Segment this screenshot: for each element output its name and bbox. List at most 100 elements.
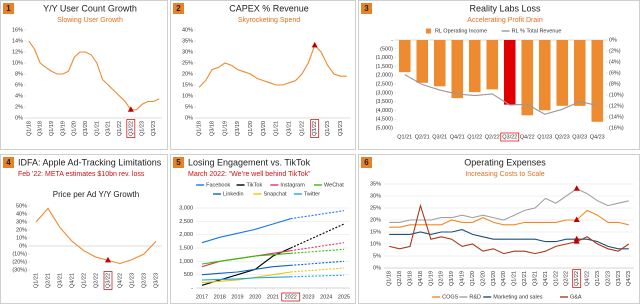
highlight-box — [103, 271, 113, 290]
bar — [591, 40, 604, 122]
x-tick-label: Q3/19 — [60, 121, 66, 136]
y-tick-label: 20% — [182, 71, 193, 77]
y-tick-label: - — [191, 285, 193, 291]
y-tick-label: 15% — [182, 82, 193, 88]
badge — [173, 3, 184, 14]
x-tick-label: Q3/20 — [261, 121, 267, 136]
y-tick-label: (1,500) — [376, 64, 394, 70]
y-tick-label: 10% — [370, 241, 381, 247]
x-tick-label: Q3/22 — [574, 271, 580, 286]
y-tick-label: (3,000) — [376, 90, 394, 96]
y-tick-label: (500) — [380, 46, 393, 52]
bar — [468, 40, 481, 93]
badge — [173, 157, 184, 168]
legend-swatch — [425, 28, 431, 34]
x-tick-label: Q2/23 — [605, 271, 611, 286]
x-tick-label: Q1/21 — [33, 273, 39, 288]
x-tick-label: Q1/21 — [94, 121, 100, 136]
x-tick-label: Q4/22 — [585, 271, 591, 286]
series-line — [290, 260, 345, 266]
y-tick-label: 12% — [12, 49, 23, 55]
x-tick-label: Q1/19 — [222, 121, 228, 136]
x-tick-label: Q1/18 — [387, 271, 393, 286]
x-tick-label: Q4/19 — [460, 271, 466, 286]
series-line — [28, 40, 160, 111]
x-tick-label: 2017 — [196, 294, 208, 300]
chart-subtitle: Skyrocketing Spend — [238, 17, 300, 24]
chart-subtitle: Increasing Costs to Scale — [465, 171, 544, 178]
bar — [538, 40, 551, 111]
x-tick-label: Q1/18 — [197, 121, 203, 136]
y-tick-label: 2,000 — [179, 232, 193, 238]
x-tick-label: Q1/22 — [81, 273, 87, 288]
series-line — [290, 267, 345, 273]
y-tick-label: 0% — [19, 243, 27, 249]
y-tick-label: (5,000) — [376, 125, 394, 131]
y-tick-label: (4,500) — [376, 117, 394, 123]
y-tick-label: 15% — [370, 229, 381, 235]
bar — [573, 40, 586, 106]
y-tick-label: - — [391, 37, 393, 43]
y-tick-label: 10% — [12, 60, 23, 66]
y2-tick-label: (6%) — [609, 70, 621, 76]
series-line — [389, 209, 629, 228]
highlight-box — [281, 292, 301, 302]
x-tick-label: Q3/19 — [449, 271, 455, 286]
x-tick-label: 2019 — [231, 294, 243, 300]
y-tick-label: 0% — [373, 265, 381, 271]
chart-title: Reality Labs Loss — [469, 3, 541, 13]
y-tick-label: 2% — [15, 104, 23, 110]
highlight-marker — [573, 216, 580, 222]
series-line — [290, 274, 345, 278]
x-tick-label: Q3/23 — [616, 271, 622, 286]
bar — [503, 40, 516, 105]
panel-border — [170, 154, 356, 304]
y-tick-label: 25% — [182, 60, 193, 66]
legend-label: R&D — [469, 294, 481, 300]
x-tick-label: Q3/23 — [151, 121, 157, 136]
y-tick-label: 0% — [185, 115, 193, 121]
x-tick-label: Q1/23 — [129, 273, 135, 288]
y-tick-label: 40% — [182, 27, 193, 33]
y-tick-label: (2,000) — [376, 73, 394, 79]
x-tick-label: Q3/18 — [38, 121, 44, 136]
y-tick-label: 10% — [182, 93, 193, 99]
x-tick-label: Q2/23 — [555, 134, 570, 140]
badge-number: 4 — [6, 158, 11, 167]
highlight-marker — [573, 238, 580, 244]
badge — [3, 3, 14, 14]
x-tick-label: 2020 — [249, 294, 261, 300]
x-tick-label: 2022 — [285, 294, 297, 300]
y2-tick-label: (12%) — [609, 103, 624, 109]
x-tick-label: Q1/22 — [467, 134, 482, 140]
x-tick-label: Q2/18 — [397, 271, 403, 286]
x-tick-label: Q1/21 — [512, 271, 518, 286]
x-tick-label: Q3/18 — [407, 271, 413, 286]
x-tick-label: Q2/19 — [439, 271, 445, 286]
x-tick-label: 2023 — [302, 294, 314, 300]
x-tick-label: Q1/22 — [117, 121, 123, 136]
x-tick-label: Q4/21 — [543, 271, 549, 286]
x-tick-label: Q1/22 — [553, 271, 559, 286]
x-tick-label: Q3/22 — [502, 134, 517, 140]
y-tick-label: (20%) — [12, 259, 27, 265]
x-tick-label: Q3/21 — [57, 273, 63, 288]
y2-tick-label: (8%) — [609, 81, 621, 87]
x-tick-label: Q3/23 — [338, 121, 344, 136]
series-line — [389, 203, 630, 255]
chart-title: Y/Y User Count Growth — [43, 3, 137, 13]
legend-label: Twitter — [304, 191, 320, 197]
x-tick-label: Q3/21 — [432, 134, 447, 140]
badge-number: 3 — [364, 4, 369, 13]
x-tick-label: Q4/22 — [117, 273, 123, 288]
x-tick-label: 2024 — [320, 294, 332, 300]
x-tick-label: Q1/20 — [470, 271, 476, 286]
y-tick-label: 500 — [184, 272, 193, 278]
badge-number: 6 — [364, 158, 369, 167]
series-line — [201, 264, 291, 276]
y-tick-label: (2,500) — [376, 81, 394, 87]
legend-label: COGS — [442, 294, 459, 300]
y-tick-label: (3,500) — [376, 99, 394, 105]
y2-tick-label: 0% — [609, 37, 617, 43]
